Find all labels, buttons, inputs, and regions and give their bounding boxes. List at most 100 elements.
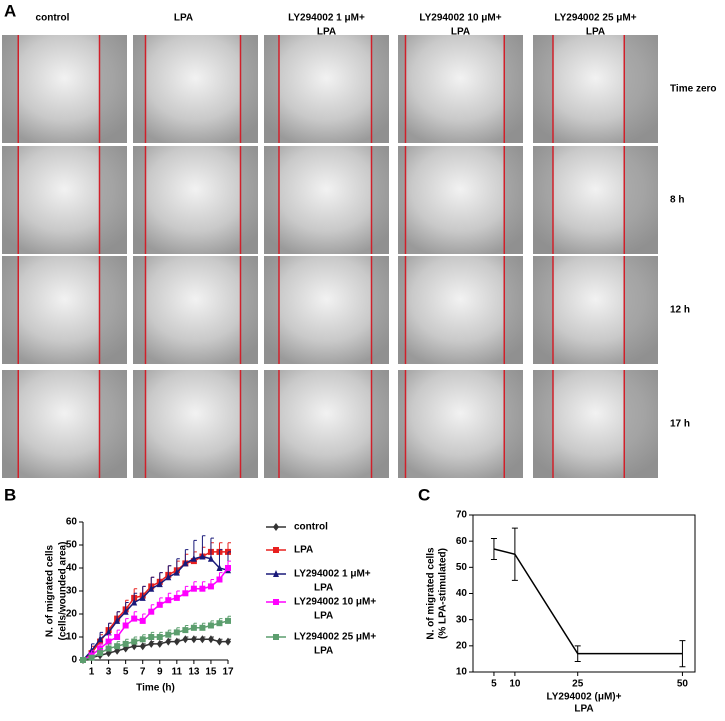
cell-layer bbox=[240, 35, 258, 143]
marker bbox=[114, 616, 121, 624]
marker bbox=[97, 635, 104, 643]
cell-layer bbox=[133, 256, 146, 364]
marker bbox=[131, 615, 138, 622]
marker bbox=[199, 624, 206, 631]
marker bbox=[156, 639, 163, 648]
cell-layer bbox=[371, 370, 389, 478]
marker bbox=[207, 635, 214, 644]
marker bbox=[182, 559, 189, 567]
marker bbox=[105, 645, 112, 652]
panel-label: A bbox=[4, 1, 16, 20]
marker bbox=[182, 627, 189, 634]
marker bbox=[207, 554, 214, 562]
marker bbox=[225, 637, 231, 646]
y-axis-label: N. of migrated cells bbox=[45, 544, 56, 637]
column-header: LPA bbox=[317, 27, 336, 38]
cell-layer bbox=[398, 146, 406, 254]
cell-layer bbox=[504, 256, 523, 364]
cell-layer bbox=[99, 370, 127, 478]
marker bbox=[156, 634, 163, 640]
marker bbox=[273, 523, 279, 531]
cell-layer bbox=[240, 146, 258, 254]
marker bbox=[88, 654, 95, 661]
panel-label: B bbox=[4, 485, 16, 504]
micrograph bbox=[398, 256, 523, 364]
x-tick-label: 5 bbox=[123, 667, 129, 678]
x-tick-label: 50 bbox=[677, 679, 689, 690]
marker bbox=[190, 624, 197, 631]
marker bbox=[131, 598, 138, 606]
error-bar bbox=[210, 537, 214, 559]
cell-layer bbox=[133, 146, 146, 254]
x-axis-label: Time (h) bbox=[136, 683, 175, 694]
cell-layer bbox=[398, 256, 406, 364]
x-axis-label: LPA bbox=[574, 704, 593, 715]
cell-layer bbox=[99, 146, 127, 254]
error-bar bbox=[679, 640, 686, 668]
y-tick-label: 10 bbox=[66, 632, 78, 643]
y-tick-label: 40 bbox=[66, 563, 78, 574]
y-tick-label: 40 bbox=[456, 588, 468, 599]
cell-layer bbox=[240, 370, 258, 478]
x-tick-label: 7 bbox=[140, 667, 146, 678]
cell-layer bbox=[133, 35, 146, 143]
marker bbox=[273, 634, 279, 640]
y-axis-label: (cells/wounded area) bbox=[58, 542, 69, 641]
marker bbox=[182, 635, 189, 644]
y-tick-label: 60 bbox=[456, 536, 468, 547]
marker bbox=[225, 565, 231, 571]
cell-layer bbox=[504, 370, 523, 478]
plot-frame bbox=[472, 514, 696, 673]
marker bbox=[207, 622, 214, 629]
cell-layer bbox=[2, 35, 19, 143]
marker bbox=[148, 584, 155, 592]
y-tick-label: 0 bbox=[71, 655, 77, 666]
marker bbox=[182, 590, 189, 597]
column-header: LPA bbox=[451, 27, 470, 38]
marker bbox=[165, 637, 172, 646]
cell-layer bbox=[533, 35, 553, 143]
marker bbox=[156, 580, 163, 588]
cell-layer bbox=[371, 35, 389, 143]
marker bbox=[190, 585, 197, 592]
micrograph bbox=[264, 370, 389, 478]
cell-layer bbox=[624, 256, 658, 364]
error-bar bbox=[201, 535, 206, 557]
cell-layer bbox=[2, 256, 19, 364]
cell-layer bbox=[398, 370, 406, 478]
marker bbox=[173, 637, 180, 646]
row-label: 8 h bbox=[670, 195, 684, 206]
marker bbox=[199, 552, 206, 560]
cell-layer bbox=[264, 35, 279, 143]
cell-layer bbox=[624, 370, 658, 478]
micrograph bbox=[264, 256, 389, 364]
cell-layer bbox=[264, 256, 279, 364]
row-label: 12 h bbox=[670, 305, 690, 316]
cell-layer bbox=[99, 35, 127, 143]
column-header: LY294002 1 μM+ bbox=[288, 13, 365, 24]
row-label: Time zero bbox=[670, 84, 717, 95]
series-line bbox=[493, 548, 683, 655]
marker bbox=[273, 547, 279, 553]
micrograph bbox=[133, 146, 258, 254]
x-tick-label: 25 bbox=[572, 679, 584, 690]
cell-layer bbox=[99, 256, 127, 364]
marker bbox=[273, 570, 279, 577]
micrograph bbox=[264, 146, 389, 254]
x-tick-label: 3 bbox=[106, 667, 112, 678]
marker bbox=[122, 622, 129, 629]
x-tick-label: 11 bbox=[172, 667, 183, 678]
cell-layer bbox=[533, 256, 553, 364]
marker bbox=[148, 639, 155, 648]
error-bar bbox=[511, 527, 518, 581]
marker bbox=[148, 608, 155, 615]
marker bbox=[216, 576, 223, 583]
y-tick-label: 30 bbox=[456, 614, 468, 625]
x-tick-label: 17 bbox=[222, 667, 234, 678]
micrograph bbox=[133, 370, 258, 478]
marker bbox=[114, 643, 121, 650]
x-tick-label: 13 bbox=[188, 667, 200, 678]
column-header: LY294002 10 μM+ bbox=[419, 13, 501, 24]
marker bbox=[105, 638, 112, 645]
legend-label: LY294002 10 μM+ bbox=[294, 597, 376, 608]
